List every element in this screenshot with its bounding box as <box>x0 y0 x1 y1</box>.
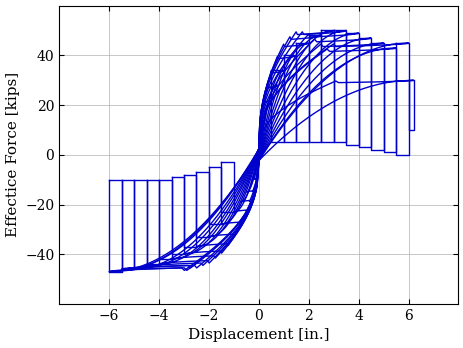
X-axis label: Displacement [in.]: Displacement [in.] <box>188 329 329 342</box>
Y-axis label: Effectice Force [kips]: Effectice Force [kips] <box>6 72 19 237</box>
